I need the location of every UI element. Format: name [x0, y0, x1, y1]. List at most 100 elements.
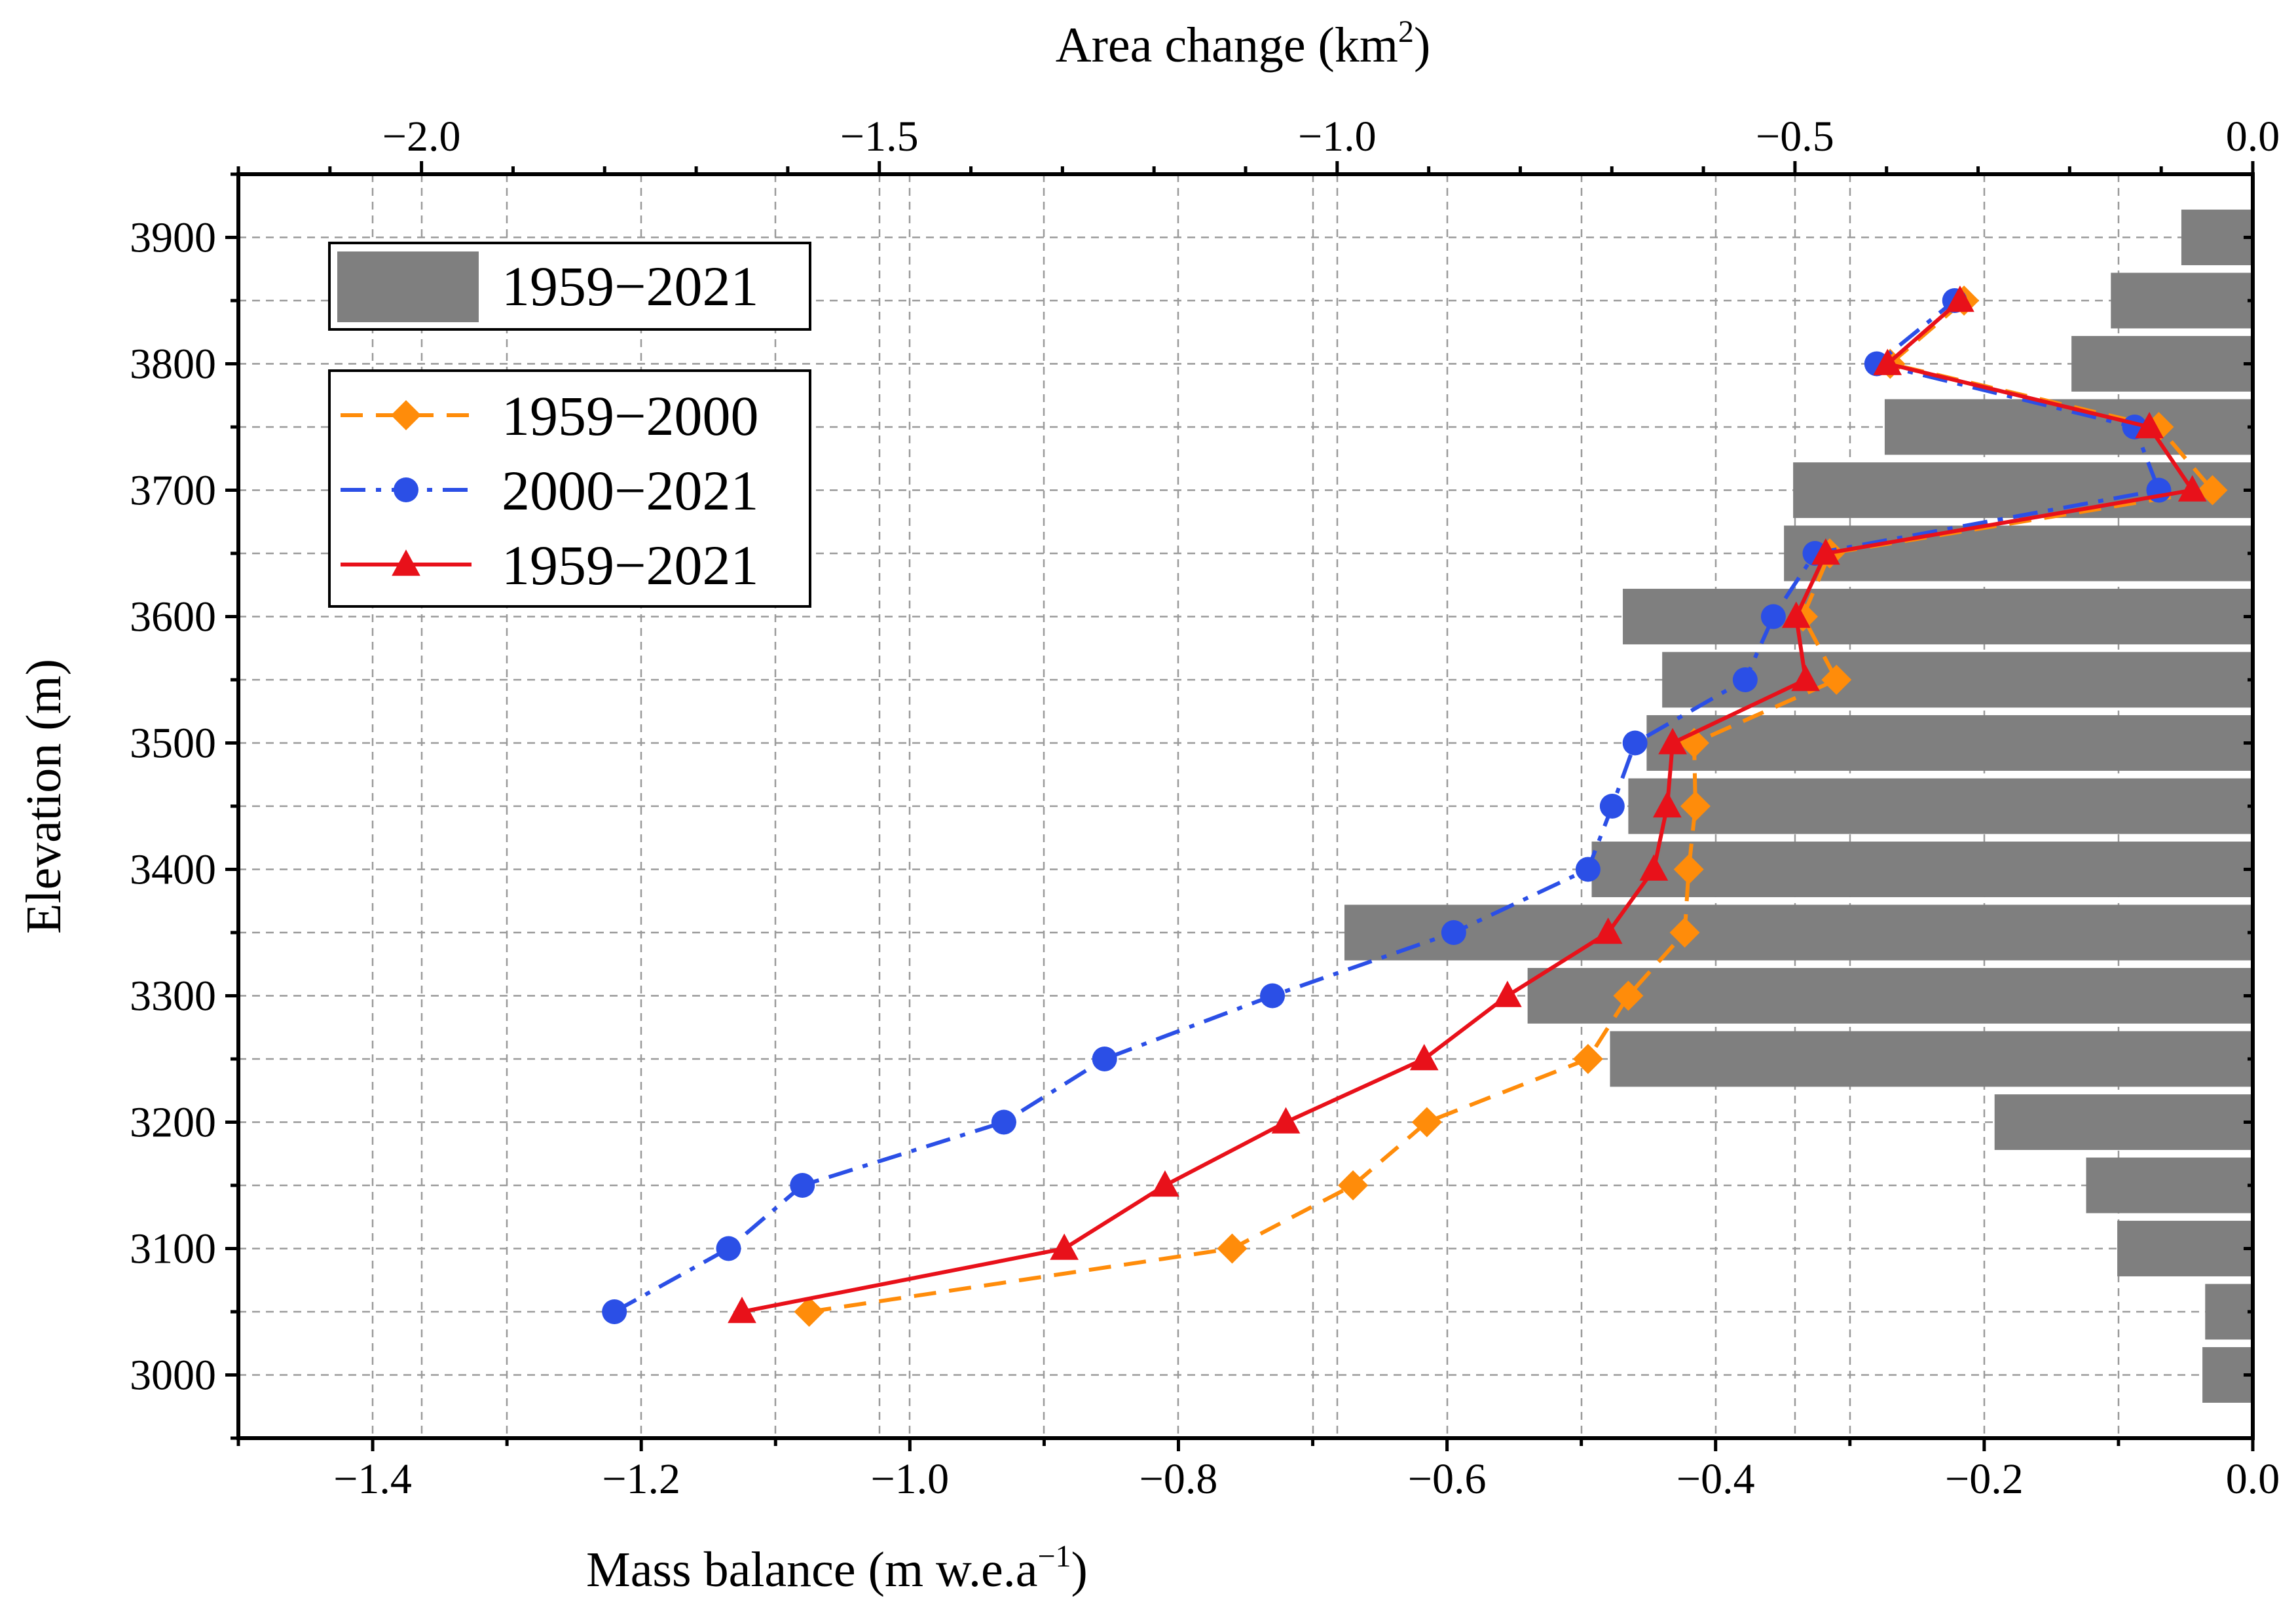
series-point-1	[1217, 1233, 1248, 1264]
x-axis-title-top-end: )	[1414, 18, 1430, 73]
legend-label-1: 1959−2000	[502, 384, 759, 447]
area-change-bar	[1527, 968, 2253, 1024]
series-point-2	[1622, 730, 1648, 756]
series-point-3	[1658, 728, 1687, 754]
bottom-tick-label: −1.2	[602, 1455, 680, 1503]
series-point-1	[1572, 1044, 1603, 1074]
top-tick-label: −2.0	[382, 113, 461, 160]
top-tick-label: 0.0	[2226, 113, 2280, 160]
legend: 1959−2021 1959−2000 2000−2021 1959−2021	[328, 242, 811, 608]
series-point-1	[1821, 665, 1852, 695]
series-point-3	[1811, 538, 1840, 565]
x-axis-title-bottom-main: Mass balance (m w.e.a	[586, 1542, 1037, 1597]
series-point-3	[1493, 980, 1522, 1007]
x-axis-title-top-main: Area change (km	[1056, 18, 1398, 73]
x-axis-title-bottom: Mass balance (m w.e.a−1)	[586, 1539, 1088, 1597]
x-axis-title-bottom-sup: −1	[1037, 1539, 1071, 1574]
area-change-bar	[1994, 1094, 2253, 1150]
legend-label-2: 2000−2021	[502, 459, 759, 522]
series-point-3	[1873, 348, 1902, 375]
y-tick-label: 3700	[130, 467, 216, 515]
area-change-bars	[1344, 210, 2253, 1403]
legend-marker-2	[394, 477, 418, 502]
y-tick-label: 3400	[130, 846, 216, 894]
bottom-tick-label: −1.4	[333, 1455, 412, 1503]
x-axis-title-bottom-end: )	[1071, 1542, 1088, 1597]
series-point-1	[1411, 1107, 1442, 1138]
series-point-3	[1409, 1044, 1439, 1071]
bottom-tick-label: −0.4	[1676, 1455, 1755, 1503]
y-tick-label: 3200	[130, 1099, 216, 1147]
area-change-bar	[1646, 715, 2253, 771]
area-change-bar	[2117, 1221, 2253, 1276]
series-point-2	[1732, 667, 1758, 692]
legend-label-bars: 1959−2021	[502, 255, 759, 318]
area-change-bar	[2205, 1284, 2253, 1340]
y-tick-label: 3600	[130, 593, 216, 641]
legend-marker-3	[392, 549, 420, 576]
series-3	[728, 286, 2207, 1324]
legend-marker-1	[391, 400, 421, 430]
series-point-2	[1599, 794, 1625, 819]
series-point-3	[1639, 854, 1669, 881]
area-change-bar	[1784, 525, 2253, 582]
series-point-3	[1946, 286, 1974, 312]
series-point-2	[602, 1299, 627, 1324]
top-tick-label: −1.5	[840, 113, 919, 160]
series-point-2	[1575, 857, 1601, 882]
series-point-3	[728, 1297, 756, 1324]
series-point-2	[1260, 983, 1286, 1009]
tick-labels: −1.4 −1.2 −1.0 −0.8 −0.6 −0.4 −0.2 0.0 −2.0 −1.5 −…	[130, 113, 2280, 1503]
x-axis-title-top: Area change (km2)	[1056, 14, 1431, 73]
series-line-1	[809, 299, 2215, 1314]
series-point-1	[794, 1297, 824, 1327]
top-tick-label: −1.0	[1298, 113, 1377, 160]
bottom-tick-label: −0.8	[1139, 1455, 1218, 1503]
bottom-tick-label: −0.6	[1408, 1455, 1487, 1503]
area-change-bar	[2086, 1157, 2253, 1214]
series-point-3	[1151, 1170, 1179, 1197]
bottom-tick-label: −0.2	[1945, 1455, 2024, 1503]
area-change-bar	[1628, 778, 2253, 834]
y-tick-label: 3100	[130, 1225, 216, 1273]
series-point-1	[1669, 918, 1700, 948]
y-tick-label: 3900	[130, 214, 216, 262]
series-point-1	[2197, 475, 2228, 506]
top-tick-label: −0.5	[1756, 113, 1834, 160]
mass-balance-series	[602, 286, 2228, 1327]
area-change-bar	[2111, 272, 2253, 329]
series-point-2	[1760, 604, 1786, 629]
series-point-2	[1092, 1047, 1117, 1071]
area-change-bar	[1793, 462, 2253, 518]
series-point-3	[1593, 918, 1623, 944]
y-tick-label: 3000	[130, 1352, 216, 1400]
y-tick-label: 3500	[130, 720, 216, 768]
bottom-tick-label: 0.0	[2226, 1455, 2280, 1503]
series-point-2	[716, 1236, 741, 1261]
y-axis-title: Elevation (m)	[16, 659, 71, 934]
area-change-bar	[1662, 652, 2253, 708]
series-point-1	[1613, 980, 1644, 1011]
area-change-bar	[1344, 904, 2253, 961]
series-point-3	[2177, 475, 2207, 502]
area-change-bar	[1610, 1031, 2253, 1087]
area-change-bar	[1623, 589, 2253, 644]
series-point-3	[1050, 1233, 1079, 1260]
series-point-2	[991, 1109, 1016, 1135]
legend-swatch-bars	[337, 251, 479, 322]
axis-ticks	[225, 161, 2255, 1451]
x-axis-title-top-sup: 2	[1398, 14, 1414, 49]
series-point-3	[1653, 791, 1682, 818]
series-point-3	[1791, 665, 1820, 692]
y-tick-label: 3800	[130, 341, 216, 388]
series-point-3	[1271, 1107, 1301, 1134]
area-change-bar	[2181, 210, 2253, 265]
area-change-bar	[2071, 336, 2253, 392]
series-point-1	[1673, 854, 1704, 885]
bottom-tick-label: −1.0	[870, 1455, 949, 1503]
legend-label-3: 1959−2021	[502, 534, 759, 597]
series-point-3	[2135, 412, 2164, 439]
y-tick-label: 3300	[130, 973, 216, 1020]
series-point-1	[1680, 791, 1711, 821]
series-point-2	[1441, 920, 1466, 945]
